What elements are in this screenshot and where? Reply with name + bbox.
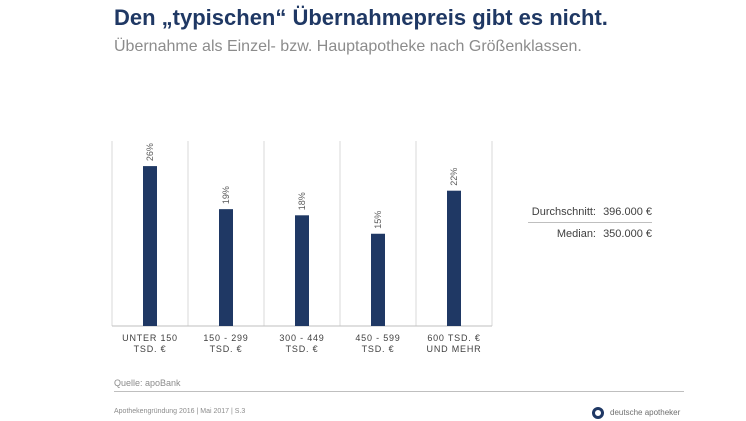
x-tick-label-line: 150 - 299 (203, 333, 249, 343)
x-tick-label-4: 450 - 599 TSD. € (340, 333, 416, 355)
x-tick-label-line: UND MEHR (426, 344, 482, 354)
summary-stats: Durchschnitt: 396.000 € Median: 350.000 … (528, 204, 652, 242)
bar-4 (371, 233, 385, 326)
x-tick-label-5: 600 TSD. € UND MEHR (416, 333, 492, 355)
median-value: 350.000 € (603, 228, 652, 240)
source-note: Quelle: apoBank (114, 378, 181, 388)
median-row: Median: 350.000 € (528, 226, 652, 242)
data-label-1: 26% (145, 143, 155, 161)
average-row: Durchschnitt: 396.000 € (528, 204, 652, 223)
x-tick-label-line: UNTER 150 (122, 333, 178, 343)
bar-3 (295, 215, 309, 326)
x-tick-label-line: TSD. € (285, 344, 319, 354)
x-tick-label-line: 450 - 599 (355, 333, 401, 343)
average-label: Durchschnitt: (531, 206, 596, 218)
footer-text: Apothekengründung 2016 | Mai 2017 | S.3 (114, 408, 246, 415)
footer-divider (114, 391, 684, 392)
data-label-2: 19% (221, 186, 231, 204)
bar-1 (143, 166, 157, 326)
x-tick-label-line: TSD. € (361, 344, 395, 354)
x-tick-label-line: TSD. € (133, 344, 167, 354)
x-tick-label-2: 150 - 299 TSD. € (188, 333, 264, 355)
logo-mark-icon (592, 407, 604, 419)
slide-subtitle: Übernahme als Einzel- bzw. Hauptapotheke… (114, 38, 582, 55)
logo-text: deutsche apotheker (610, 408, 681, 417)
x-tick-label-1: UNTER 150 TSD. € (112, 333, 188, 355)
data-label-3: 18% (297, 192, 307, 210)
x-tick-label-line: TSD. € (209, 344, 243, 354)
x-tick-label-line: 600 TSD. € (427, 333, 481, 343)
x-tick-label-3: 300 - 449 TSD. € (264, 333, 340, 355)
bar-2 (219, 209, 233, 326)
median-label: Median: (556, 228, 596, 240)
slide-title: Den „typischen“ Übernahmepreis gibt es n… (114, 5, 608, 30)
data-label-5: 22% (449, 168, 459, 186)
data-label-4: 15% (373, 211, 383, 229)
brand-logo: deutsche apotheker (592, 407, 702, 421)
x-tick-label-line: 300 - 449 (279, 333, 325, 343)
bar-5 (447, 190, 461, 326)
average-value: 396.000 € (603, 206, 652, 218)
